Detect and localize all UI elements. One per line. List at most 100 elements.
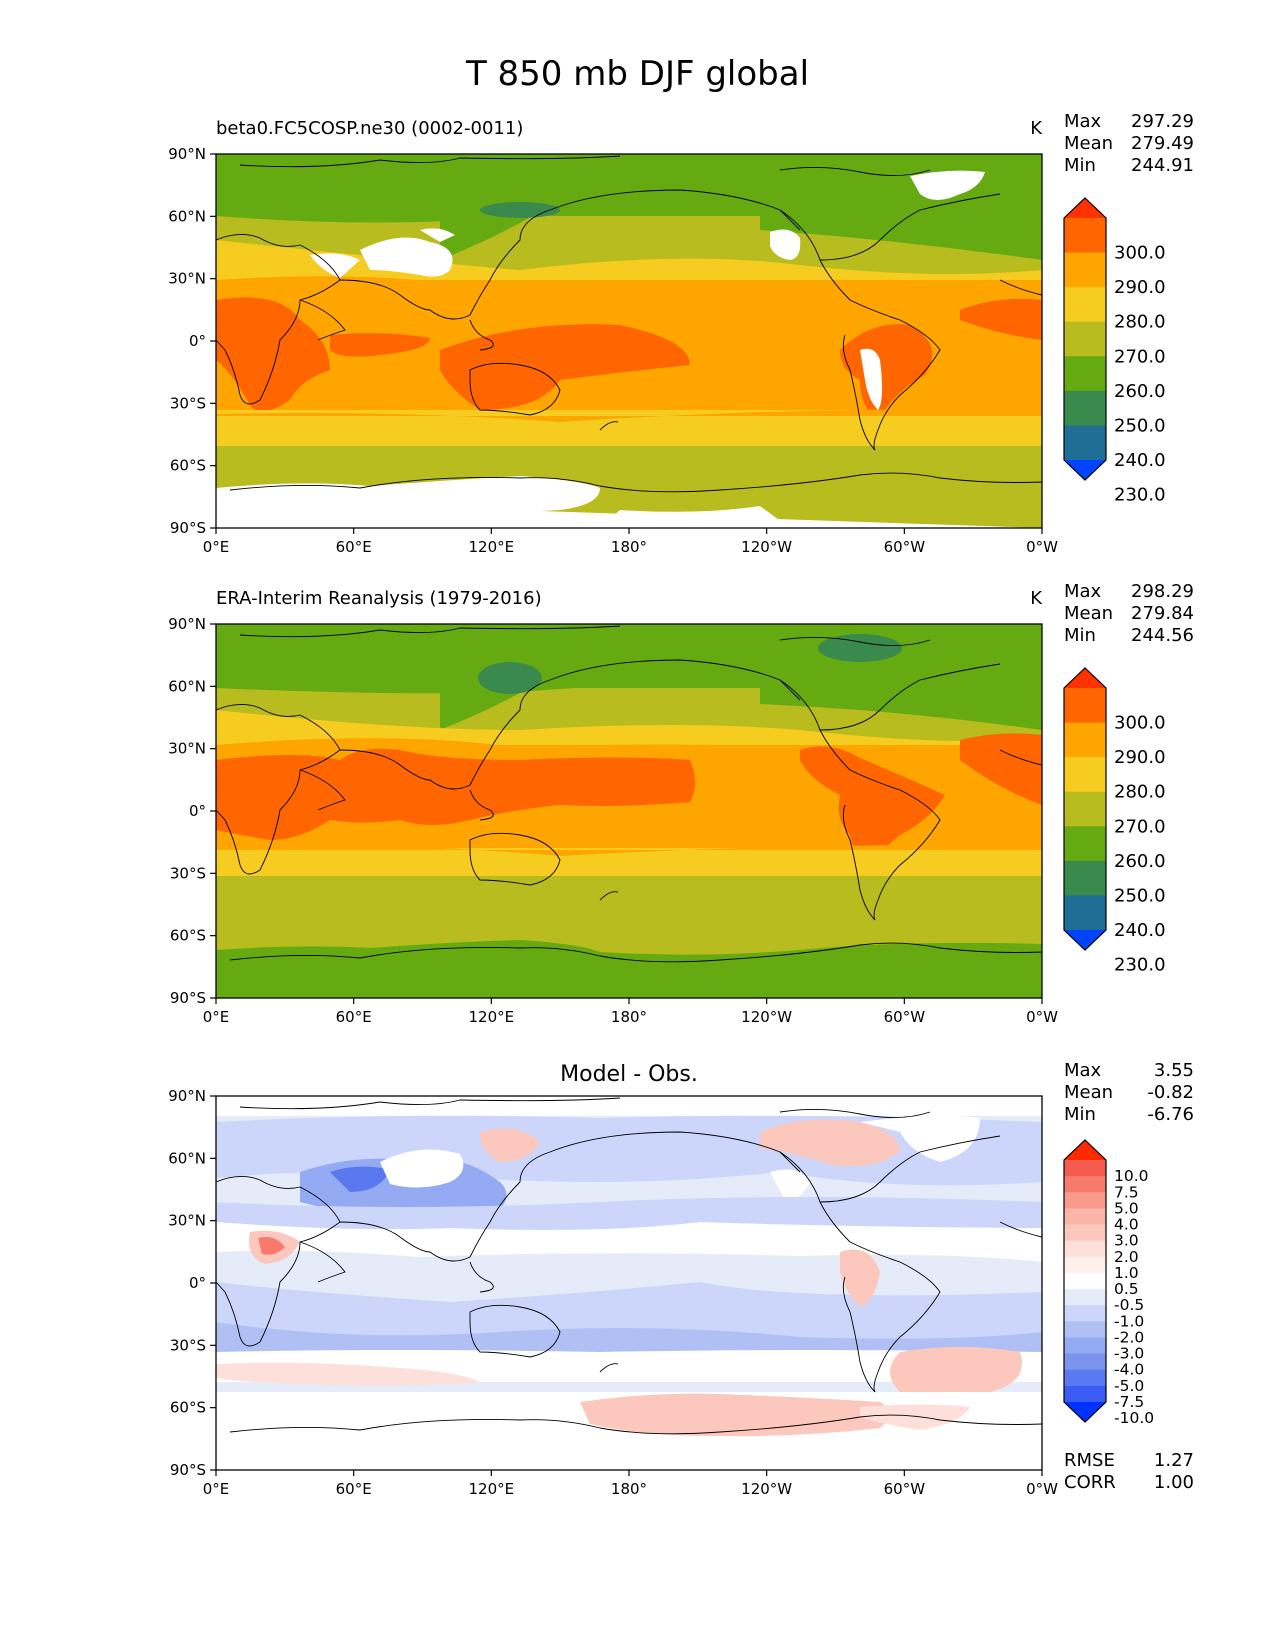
stat-max: Max 297.29 [1064,111,1194,132]
colorbar-label: 290.0 [1114,747,1166,768]
colorbar-segment [1064,1385,1106,1403]
lat-tick-label: 30°N [168,740,206,758]
colorbar-segment [1064,390,1106,426]
colorbar-label: -1.0 [1114,1312,1144,1330]
colorbar-label: 270.0 [1114,346,1166,367]
colorbar-label: 280.0 [1114,782,1166,803]
lon-tick-label: 0°E [203,538,230,556]
colorbar-segment [1064,425,1106,461]
lat-tick-label: 0° [189,802,206,820]
temperature-field [216,624,1042,998]
colorbar-label: 250.0 [1114,415,1166,436]
colorbar: 10.07.55.04.03.02.01.00.5-0.5-1.0-2.0-3.… [1063,1139,1154,1427]
colorbar-segment [1064,1289,1106,1306]
figure-title: T 850 mb DJF global [465,54,810,94]
colorbar-label: 270.0 [1114,816,1166,837]
colorbar-segment [1064,1224,1106,1242]
colorbar-label: 240.0 [1114,450,1166,471]
colorbar-label: 300.0 [1114,243,1166,264]
lon-tick-label: 180° [611,538,647,556]
lon-tick-label: 60°E [336,538,372,556]
colorbar-segment [1064,757,1106,793]
colorbar-extend-min [1064,460,1106,480]
colorbar-segment [1064,356,1106,392]
units-label: K [1030,588,1042,609]
lat-tick-label: 0° [189,332,206,350]
colorbar-segment [1064,1240,1106,1258]
axes: 90°N 60°N 30°N 0° 30°S 60°S 90°S0°E 60°E 120°E 18… [168,145,1058,556]
error-stats-block: RMSE 1.27 CORR 1.00 [1064,1450,1194,1494]
colorbar-segment [1064,895,1106,931]
lon-tick-label: 0°W [1026,538,1058,556]
lat-tick-label: 60°N [168,677,206,695]
lat-tick-label: 60°N [168,207,206,225]
stat-mean: Mean 279.49 [1064,133,1194,154]
difference-panel: Model - Obs. Max 3.55 Mean -0.82 Min -6.76 … [0,1052,1275,1498]
stat-max: Max 298.29 [1064,581,1194,602]
lon-tick-label: 0°W [1026,1480,1058,1498]
colorbar-label: 1.0 [1114,1264,1139,1282]
lat-tick-label: 90°N [168,615,206,633]
axes: 90°N 60°N 30°N 0° 30°S 60°S 90°S0°E 60°E 120°E 18… [168,1087,1058,1498]
lon-tick-label: 60°E [336,1480,372,1498]
colorbar-label: 300.0 [1114,713,1166,734]
coastlines [216,625,1042,963]
lon-tick-label: 180° [611,1008,647,1026]
colorbar-label: 230.0 [1114,955,1166,976]
lat-tick-label: 90°S [170,989,206,1007]
colorbar-label: -7.5 [1114,1393,1144,1411]
lat-tick-label: 60°S [170,457,206,475]
lat-tick-label: 30°S [170,864,206,882]
temperature-field [216,154,1042,528]
colorbar-extend-max [1064,198,1106,218]
lat-tick-label: 60°N [168,1149,206,1167]
colorbar-label: 7.5 [1114,1183,1139,1201]
colorbar-label: 0.5 [1114,1280,1139,1298]
panel-left-title: ERA-Interim Reanalysis (1979-2016) [216,588,542,609]
map-plot: 90°N 60°N 30°N 0° 30°S 60°S 90°S0°E 60°E 120°E 18… [168,1087,1154,1498]
colorbar-segment [1064,860,1106,896]
colorbar-extend-max [1064,1140,1106,1160]
colorbar: 300.0 290.0 280.0 270.0 260.0 250.0 240.0 230.0 [1063,667,1166,976]
map-plot: 90°N 60°N 30°N 0° 30°S 60°S 90°S0°E 60°E 120°E 18… [168,615,1166,1026]
lon-tick-label: 180° [611,1480,647,1498]
colorbar-segment [1064,791,1106,827]
lat-tick-label: 90°S [170,519,206,537]
colorbar-label: 2.0 [1114,1248,1139,1266]
colorbar-label: 260.0 [1114,851,1166,872]
colorbar-label: 3.0 [1114,1232,1139,1250]
colorbar-label: -10.0 [1114,1409,1154,1427]
lat-tick-label: 30°N [168,1212,206,1230]
lon-tick-label: 120°E [469,1480,515,1498]
colorbar-segment [1064,218,1106,254]
colorbar-segment [1064,1337,1106,1355]
colorbar-segment [1064,1272,1106,1290]
lat-tick-label: 90°N [168,145,206,163]
colorbar-label: 5.0 [1114,1199,1139,1217]
lat-tick-label: 90°N [168,1087,206,1105]
obs-panel: ERA-Interim Reanalysis (1979-2016) K Max… [0,580,1275,1026]
colorbar-outline [1063,667,1107,951]
stats-block: Max 298.29 Mean 279.84 Min 244.56 [1064,581,1194,647]
colorbar-segment [1064,1353,1106,1371]
colorbar-label: 260.0 [1114,381,1166,402]
colorbar-segment [1064,321,1106,357]
stat-min: Min 244.56 [1064,625,1194,646]
colorbar-segment [1064,1305,1106,1322]
colorbar-segment [1064,688,1106,724]
map-plot: 90°N 60°N 30°N 0° 30°S 60°S 90°S0°E 60°E 120°E 18… [168,145,1166,556]
colorbar-extend-max [1064,668,1106,688]
stat-rmse: RMSE 1.27 [1064,1450,1194,1471]
colorbar-label: -3.0 [1114,1345,1144,1363]
lat-tick-label: 90°S [170,1461,206,1479]
colorbar-outline [1063,197,1107,481]
colorbar-segment [1064,287,1106,323]
lat-tick-label: 60°S [170,1399,206,1417]
stat-min: Min 244.91 [1064,155,1194,176]
lon-tick-label: 120°W [741,1480,792,1498]
axes: 90°N 60°N 30°N 0° 30°S 60°S 90°S0°E 60°E 120°E 18… [168,615,1058,1026]
colorbar-label: 290.0 [1114,277,1166,298]
lon-tick-label: 60°W [884,1480,926,1498]
colorbar-segment [1064,1369,1106,1387]
colorbar-segment [1064,1176,1106,1193]
